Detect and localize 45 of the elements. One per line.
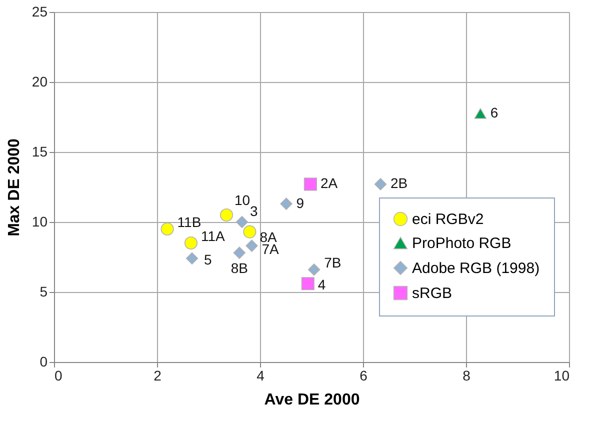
y-tick-label: 15 xyxy=(32,144,48,160)
annotation: 7B xyxy=(324,254,342,271)
y-tick-label: 20 xyxy=(32,74,48,90)
annotation: 4 xyxy=(318,276,326,293)
annotation: 2A xyxy=(320,175,338,192)
annotation: 9 xyxy=(296,194,304,211)
legend-label: ProPhoto RGB xyxy=(412,235,512,252)
x-axis-title: Ave DE 2000 xyxy=(264,392,360,408)
point xyxy=(301,277,314,290)
annotation: 2B xyxy=(390,175,408,192)
x-tick-label: 4 xyxy=(256,368,265,384)
legend-label: eci RGBv2 xyxy=(412,211,484,228)
point xyxy=(474,108,487,119)
legend-label: sRGB xyxy=(412,285,452,302)
y-tick-label: 10 xyxy=(32,214,48,230)
legend-label: Adobe RGB (1998) xyxy=(412,260,540,277)
x-tick-label: 0 xyxy=(54,368,62,384)
annotation: 11A xyxy=(200,228,226,244)
point xyxy=(243,225,256,238)
x-tick-label: 2 xyxy=(154,368,162,384)
x-tick-label: 10 xyxy=(554,368,570,384)
point xyxy=(184,236,198,250)
point xyxy=(233,246,246,259)
y-tick-label: 0 xyxy=(40,354,48,370)
point xyxy=(246,240,258,252)
annotation: 11B xyxy=(177,214,202,230)
x-tick-label: 8 xyxy=(462,368,471,384)
annotation: 6 xyxy=(490,104,498,120)
point xyxy=(236,216,248,228)
point xyxy=(220,208,234,222)
point xyxy=(160,222,174,236)
annotation: 5 xyxy=(204,251,212,268)
y-axis-title: Max DE 2000 xyxy=(6,138,23,236)
point xyxy=(186,252,198,264)
point xyxy=(304,178,317,191)
annotation: 8B xyxy=(230,260,248,276)
annotation: 10 xyxy=(234,192,250,208)
y-tick-label: 5 xyxy=(40,284,48,300)
point xyxy=(280,198,292,210)
x-tick-label: 6 xyxy=(360,368,368,384)
point xyxy=(374,178,387,190)
annotation: 3 xyxy=(250,203,258,219)
y-tick-label: 25 xyxy=(32,4,48,20)
annotation: 8A xyxy=(260,228,278,245)
point xyxy=(308,264,320,276)
